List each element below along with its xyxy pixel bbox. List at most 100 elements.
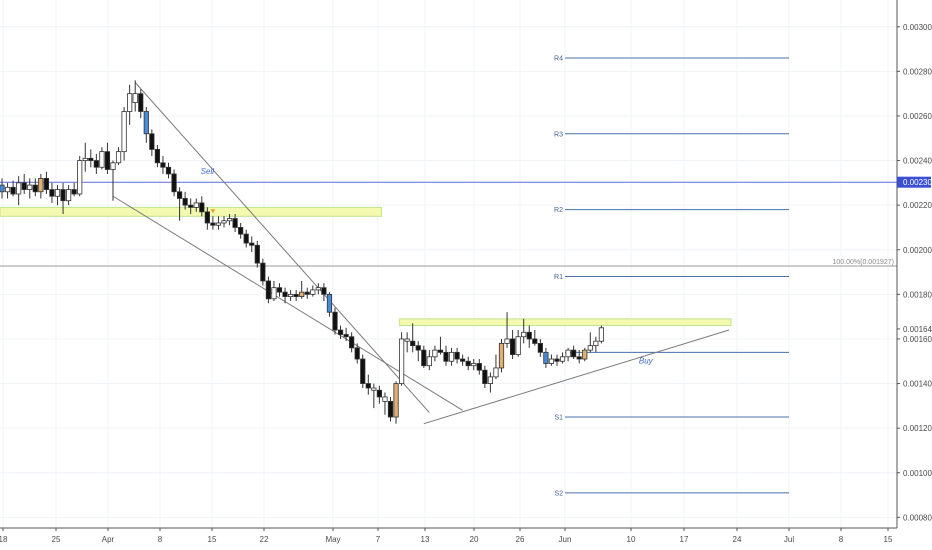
x-tick-label: 13 — [421, 535, 430, 544]
candle-body — [398, 338, 405, 384]
candle — [332, 307, 338, 335]
candle-body — [210, 222, 216, 226]
candle-body — [410, 340, 416, 347]
horizontal-lines: 100.00%(0.001927) — [0, 181, 897, 267]
candle — [287, 289, 294, 302]
candle — [215, 216, 222, 230]
candle — [521, 318, 527, 344]
x-tick-label: May — [325, 535, 340, 544]
candle-body — [321, 287, 327, 295]
candle — [127, 84, 133, 125]
candle-body — [354, 347, 360, 360]
candle-body — [387, 400, 394, 418]
candle-body — [27, 184, 33, 190]
candle — [471, 359, 477, 371]
candle — [77, 156, 83, 197]
candle — [149, 129, 155, 157]
x-tick-label: 18 — [0, 535, 8, 544]
candle-body — [532, 338, 538, 344]
candle — [360, 354, 366, 389]
candle — [265, 276, 272, 304]
pivot-label: S1 — [554, 415, 563, 422]
candle-body — [482, 369, 488, 384]
candle — [587, 332, 593, 353]
candle-body — [138, 93, 144, 112]
candle-body — [0, 184, 5, 193]
candle-body — [160, 162, 166, 168]
candle-body — [365, 383, 371, 389]
candle — [354, 343, 360, 364]
candle-body — [337, 329, 344, 335]
candle — [410, 323, 416, 353]
candle — [293, 289, 299, 302]
candle-body — [88, 157, 94, 161]
candle-body — [182, 198, 188, 206]
candle-body — [165, 166, 172, 175]
highlight-zone — [399, 318, 732, 327]
candle-body — [77, 160, 83, 195]
trendline — [423, 329, 730, 425]
x-tick-label: Jun — [559, 535, 572, 544]
candle — [27, 178, 33, 199]
candle — [16, 176, 22, 206]
annotation-buy: Buy — [639, 356, 654, 365]
pivot-label: R2 — [554, 207, 563, 214]
x-tick-label: 15 — [884, 535, 893, 544]
candle — [548, 354, 555, 366]
candle — [509, 330, 516, 360]
x-tick-label: 15 — [208, 535, 217, 544]
candle — [60, 182, 66, 215]
line-price-badge — [897, 176, 931, 188]
pivot-label: S2 — [554, 490, 563, 497]
candle-body — [526, 331, 532, 340]
candle — [393, 381, 399, 424]
candle — [321, 283, 327, 302]
candle — [526, 325, 532, 348]
candle-body — [54, 189, 61, 197]
candle-body — [326, 293, 333, 313]
candle — [482, 365, 488, 389]
candle-body — [188, 204, 194, 208]
candle — [437, 336, 444, 355]
x-tick-label: 20 — [470, 535, 479, 544]
candle — [0, 178, 5, 199]
candle-body — [132, 93, 138, 103]
candle — [204, 207, 210, 230]
candle-body — [243, 233, 249, 244]
candle — [371, 383, 377, 409]
candle — [193, 198, 199, 212]
candle-body — [515, 336, 521, 355]
candle-body — [382, 396, 388, 402]
candle-body — [537, 343, 543, 353]
candle — [143, 107, 149, 143]
candle-body — [343, 334, 349, 338]
candle-body — [154, 149, 160, 164]
candle-body — [293, 293, 299, 297]
candle-body — [443, 351, 449, 362]
candle — [99, 147, 105, 170]
x-tick-label: 17 — [680, 535, 689, 544]
candle — [532, 330, 538, 346]
candle-body — [476, 363, 482, 371]
candle-body — [315, 287, 321, 291]
candle — [493, 354, 499, 380]
candle — [365, 374, 371, 395]
candle-body — [498, 343, 505, 369]
y-tick-label: 0.000800 — [903, 513, 932, 522]
candle — [160, 156, 166, 174]
candle — [398, 332, 405, 386]
candle — [260, 258, 266, 286]
candle-body — [171, 173, 177, 193]
candle-body — [104, 151, 111, 170]
candlesticks — [0, 80, 605, 424]
candle-body — [82, 157, 88, 161]
candle-body — [43, 177, 50, 190]
trendline — [134, 82, 430, 413]
candle — [43, 171, 50, 195]
candle — [221, 216, 227, 228]
candle — [176, 187, 183, 221]
